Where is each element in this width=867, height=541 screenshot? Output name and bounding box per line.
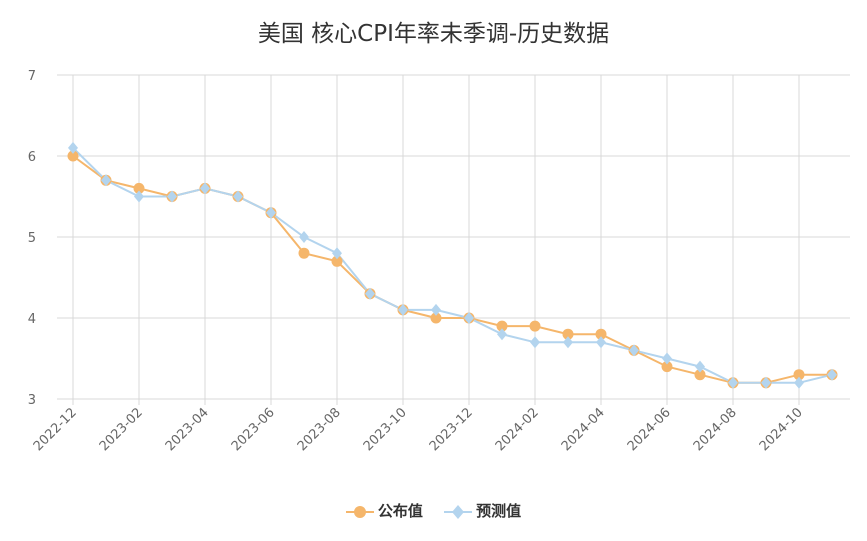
data-point-published[interactable]	[793, 369, 805, 381]
chart-title: 美国 核心CPI年率未季调-历史数据	[257, 21, 610, 47]
x-tick-label: 2024-04	[559, 405, 608, 454]
legend-label: 公布值	[377, 502, 423, 520]
data-point-forecast[interactable]	[398, 303, 408, 316]
x-tick-label: 2024-08	[691, 405, 740, 454]
series-lines	[72, 147, 833, 384]
data-point-forecast[interactable]	[464, 312, 474, 324]
data-point-forecast[interactable]	[68, 141, 78, 154]
data-point-published[interactable]	[694, 369, 706, 381]
data-point-forecast[interactable]	[629, 344, 639, 357]
data-point-published[interactable]	[298, 247, 310, 259]
data-point-forecast[interactable]	[332, 247, 342, 260]
data-point-forecast[interactable]	[728, 376, 738, 389]
data-point-forecast[interactable]	[695, 360, 705, 373]
x-tick-label: 2024-02	[493, 405, 542, 454]
data-point-forecast[interactable]	[794, 376, 804, 389]
data-point-published[interactable]	[67, 150, 79, 162]
x-tick-label: 2023-02	[97, 405, 146, 454]
legend-circle-icon	[345, 505, 374, 518]
series-line-0	[72, 155, 832, 384]
legend-item-forecast[interactable]: 预测值	[444, 500, 521, 521]
grid	[57, 74, 850, 405]
data-point-published[interactable]	[529, 320, 541, 332]
data-point-published[interactable]	[133, 182, 145, 194]
x-tick-label: 2024-06	[625, 405, 674, 454]
x-tick-label: 2023-10	[361, 405, 410, 454]
data-point-forecast[interactable]	[761, 376, 771, 389]
data-point-forecast[interactable]	[530, 336, 540, 349]
x-tick-label: 2023-04	[163, 405, 212, 454]
y-tick-label: 4	[28, 312, 36, 327]
data-point-published[interactable]	[430, 312, 442, 324]
data-point-forecast[interactable]	[233, 190, 243, 203]
data-point-published[interactable]	[496, 320, 508, 332]
data-point-forecast[interactable]	[827, 368, 837, 381]
y-tick-label: 7	[28, 69, 36, 84]
data-point-forecast[interactable]	[662, 352, 672, 365]
data-point-published[interactable]	[595, 328, 607, 340]
x-tick-label: 2023-12	[427, 405, 476, 454]
data-point-forecast[interactable]	[101, 174, 111, 187]
data-point-forecast[interactable]	[266, 206, 276, 219]
x-tick-label: 2023-06	[229, 405, 278, 454]
y-tick-label: 6	[28, 150, 36, 165]
data-point-published[interactable]	[661, 361, 673, 373]
data-point-forecast[interactable]	[563, 336, 573, 349]
data-point-forecast[interactable]	[596, 336, 606, 349]
data-markers[interactable]	[67, 141, 838, 389]
data-point-forecast[interactable]	[167, 190, 177, 203]
data-point-forecast[interactable]	[497, 328, 507, 341]
data-point-forecast[interactable]	[200, 182, 210, 195]
series-line-1	[72, 147, 833, 384]
y-tick-label: 5	[28, 231, 36, 246]
y-tick-label: 3	[28, 393, 36, 408]
x-tick-label: 2024-10	[757, 405, 806, 454]
legend-diamond-icon	[444, 504, 473, 519]
x-tick-label: 2022-12	[31, 405, 80, 454]
legend-item-published[interactable]: 公布值	[345, 500, 423, 521]
axes: 3 4 5 6 7 2022-12 2023-02 2023-04 2023-06 2023-08…	[28, 69, 806, 454]
data-point-forecast[interactable]	[365, 287, 375, 300]
data-point-published[interactable]	[331, 255, 343, 267]
x-tick-label: 2023-08	[295, 405, 344, 454]
data-point-forecast[interactable]	[431, 303, 441, 316]
legend: 公布值 预测值	[0, 500, 867, 521]
data-point-forecast[interactable]	[299, 231, 309, 243]
data-point-forecast[interactable]	[134, 190, 144, 203]
data-point-published[interactable]	[562, 328, 574, 340]
legend-label: 预测值	[476, 502, 522, 520]
